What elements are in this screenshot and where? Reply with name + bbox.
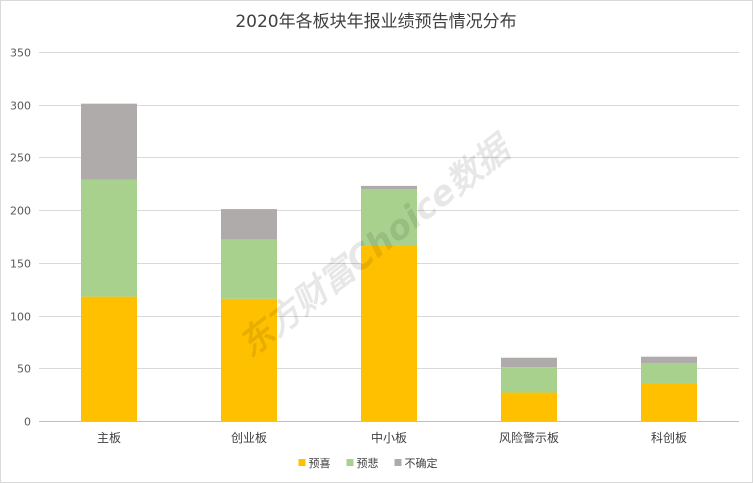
bar-segment bbox=[81, 179, 137, 297]
legend-label: 不确定 bbox=[405, 456, 438, 470]
bar-segment bbox=[221, 298, 277, 421]
legend-swatch bbox=[298, 459, 306, 466]
bars bbox=[81, 103, 697, 421]
bar-segment bbox=[641, 383, 697, 421]
x-category-label: 主板 bbox=[97, 431, 121, 445]
bar-segment bbox=[361, 245, 417, 421]
chart-title: 2020年各板块年报业绩预告情况分布 bbox=[235, 12, 516, 32]
y-tick-label: 150 bbox=[10, 258, 31, 271]
bar-segment bbox=[81, 103, 137, 180]
y-tick-label: 250 bbox=[10, 152, 31, 165]
y-tick-label: 350 bbox=[10, 47, 31, 60]
bar-segment bbox=[221, 239, 277, 299]
x-category-label: 中小板 bbox=[371, 430, 407, 445]
bar-segment bbox=[81, 296, 137, 421]
legend-label: 预喜 bbox=[309, 457, 331, 470]
bar-segment bbox=[641, 363, 697, 384]
legend-swatch bbox=[394, 459, 402, 466]
x-axis-categories: 主板 创业板 中小板 风险警示板 科创板 bbox=[97, 430, 687, 445]
y-tick-label: 0 bbox=[24, 416, 31, 429]
y-axis-ticks: 0 50 100 150 200 250 300 350 bbox=[10, 47, 31, 429]
legend-swatch bbox=[346, 459, 354, 466]
x-category-label: 风险警示板 bbox=[499, 430, 559, 445]
x-category-label: 创业板 bbox=[231, 431, 267, 445]
legend: 预喜 预悲 不确定 bbox=[298, 456, 438, 470]
y-tick-label: 200 bbox=[10, 205, 31, 218]
legend-label: 预悲 bbox=[357, 456, 379, 470]
y-tick-label: 300 bbox=[10, 100, 31, 113]
bar-segment bbox=[501, 392, 557, 421]
bar-segment bbox=[501, 357, 557, 368]
bar-segment bbox=[361, 189, 417, 246]
bar-segment bbox=[361, 185, 417, 190]
bar-segment bbox=[221, 209, 277, 240]
x-category-label: 科创板 bbox=[651, 431, 687, 445]
y-tick-label: 100 bbox=[10, 311, 31, 324]
bar-segment bbox=[501, 367, 557, 393]
bar-segment bbox=[641, 356, 697, 364]
y-tick-label: 50 bbox=[17, 363, 31, 376]
